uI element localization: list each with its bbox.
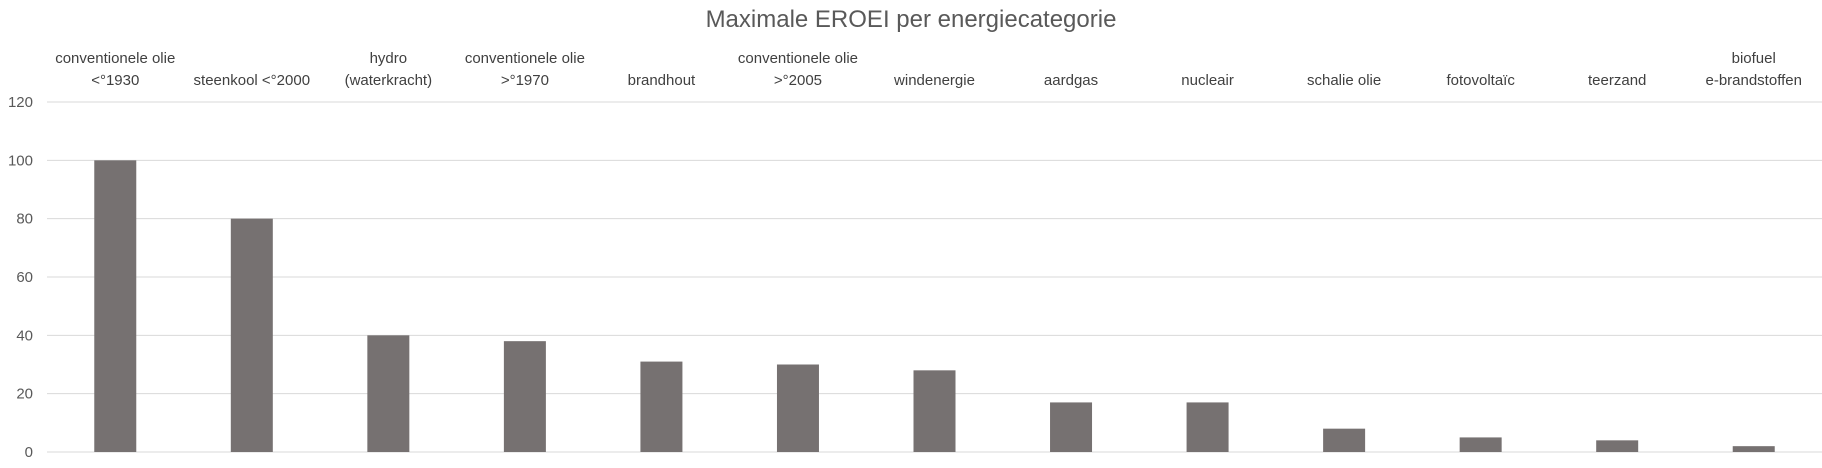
- category-label: conventionele olie <°1930: [55, 50, 175, 89]
- category-label: schalie olie: [1307, 72, 1381, 89]
- category-label-line: biofuel: [1732, 50, 1776, 67]
- y-tick-label: 40: [16, 327, 33, 344]
- bar: [1050, 402, 1093, 452]
- bar: [1323, 428, 1366, 452]
- bar: [503, 341, 546, 452]
- category-label-line: hydro: [370, 50, 408, 67]
- category-label: conventionele olie >°1970: [465, 50, 585, 89]
- category-label-line: brandhout: [628, 72, 696, 89]
- category-label: nucleair: [1181, 72, 1234, 89]
- bar: [913, 370, 956, 452]
- category-label-line: conventionele olie: [465, 50, 585, 67]
- y-axis-ticks: 0 20 40 60 80 100 120: [8, 94, 33, 461]
- bar: [776, 364, 819, 452]
- category-label-line: nucleair: [1181, 72, 1234, 89]
- bar: [1459, 437, 1502, 452]
- category-label-line: >°1970: [501, 72, 549, 89]
- category-label-line: fotovoltaïc: [1446, 72, 1515, 89]
- category-label-line: teerzand: [1588, 72, 1646, 89]
- category-label-line: schalie olie: [1307, 72, 1381, 89]
- bars: [94, 160, 1775, 453]
- category-label: conventionele olie >°2005: [738, 50, 858, 89]
- category-label-line: conventionele olie: [55, 50, 175, 67]
- category-label-line: <°1930: [91, 72, 139, 89]
- y-tick-label: 80: [16, 211, 33, 228]
- category-label: aardgas: [1044, 72, 1098, 89]
- category-label: biofuel e-brandstoffen: [1705, 50, 1801, 89]
- bar: [94, 160, 137, 453]
- category-label-line: e-brandstoffen: [1705, 72, 1801, 89]
- category-label-line: windenergie: [893, 72, 975, 89]
- category-label-line: (waterkracht): [345, 72, 433, 89]
- category-label-line: aardgas: [1044, 72, 1098, 89]
- category-label: windenergie: [893, 72, 975, 89]
- category-label-line: >°2005: [774, 72, 822, 89]
- y-tick-label: 20: [16, 386, 33, 403]
- category-labels: conventionele olie <°1930 steenkool <°2000…: [55, 50, 1802, 89]
- category-label: brandhout: [628, 72, 696, 89]
- y-tick-label: 100: [8, 152, 33, 169]
- bar: [367, 335, 410, 452]
- category-label: steenkool <°2000: [194, 72, 311, 89]
- gridlines: [47, 101, 1822, 453]
- category-label: hydro (waterkracht): [345, 50, 433, 89]
- category-label: teerzand: [1588, 72, 1646, 89]
- y-tick-label: 0: [25, 444, 33, 461]
- category-label-line: conventionele olie: [738, 50, 858, 67]
- bar: [1732, 446, 1775, 452]
- bar: [1596, 440, 1639, 452]
- chart-title: Maximale EROEI per energiecategorie: [706, 6, 1117, 33]
- category-label-line: steenkool <°2000: [194, 72, 311, 89]
- y-tick-label: 60: [16, 269, 33, 286]
- bar: [640, 361, 683, 452]
- category-label: fotovoltaïc: [1446, 72, 1515, 89]
- y-tick-label: 120: [8, 94, 33, 111]
- bar: [230, 218, 273, 452]
- bar: [1186, 402, 1229, 452]
